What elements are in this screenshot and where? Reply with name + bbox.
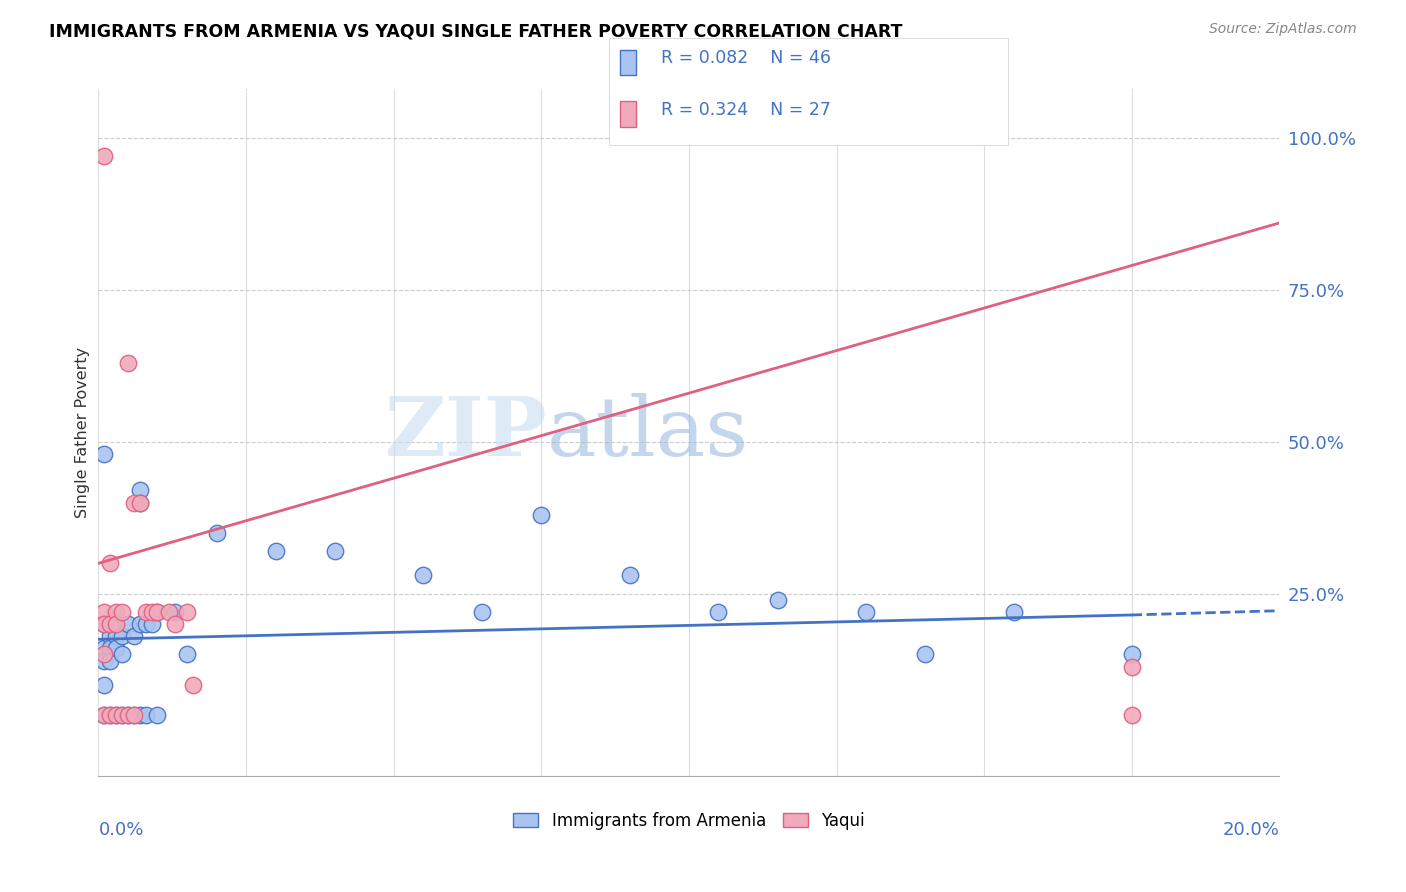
Point [111,605,134,619]
Point [264,544,287,558]
Point [93,708,115,723]
Text: IMMIGRANTS FROM ARMENIA VS YAQUI SINGLE FATHER POVERTY CORRELATION CHART: IMMIGRANTS FROM ARMENIA VS YAQUI SINGLE … [49,22,903,40]
Point [105,605,128,619]
Point [707,605,730,619]
Point [93,617,115,632]
Point [1121,708,1143,723]
Point [766,592,789,607]
Text: 0.0%: 0.0% [98,821,143,838]
Point [165,605,187,619]
Point [93,447,115,461]
Point [111,648,134,662]
Point [93,678,115,692]
Point [1002,605,1025,619]
Text: atlas: atlas [547,392,749,473]
Point [855,605,877,619]
Point [98,708,121,723]
Point [128,483,150,498]
Point [128,617,150,632]
Point [128,708,150,723]
Point [205,525,228,540]
Point [176,605,198,619]
Point [122,495,145,509]
Point [105,641,128,656]
Point [181,678,204,692]
Point [122,708,145,723]
Point [165,617,187,632]
Legend: Immigrants from Armenia, Yaqui: Immigrants from Armenia, Yaqui [506,805,872,837]
Point [93,641,115,656]
Point [98,617,121,632]
Point [117,356,139,370]
Point [105,617,128,632]
Point [93,648,115,662]
Point [122,708,145,723]
Point [914,648,936,662]
Point [146,605,169,619]
Point [117,617,139,632]
Point [117,708,139,723]
Point [323,544,346,558]
Point [619,568,641,582]
Text: R = 0.082    N = 46: R = 0.082 N = 46 [661,49,831,67]
Point [93,708,115,723]
Point [141,605,163,619]
Point [471,605,494,619]
Point [157,605,180,619]
Point [98,617,121,632]
Point [128,495,150,509]
Point [122,629,145,643]
Text: R = 0.324    N = 27: R = 0.324 N = 27 [661,101,831,119]
Text: Source: ZipAtlas.com: Source: ZipAtlas.com [1209,22,1357,37]
Y-axis label: Single Father Poverty: Single Father Poverty [75,347,90,518]
Point [105,708,128,723]
Point [141,617,163,632]
Point [105,708,128,723]
Point [93,149,115,163]
Point [105,617,128,632]
Point [1121,659,1143,673]
Point [93,654,115,668]
Point [98,629,121,643]
Point [146,708,169,723]
Point [98,557,121,571]
Point [105,629,128,643]
Point [412,568,434,582]
Point [111,629,134,643]
Point [135,605,157,619]
Point [135,617,157,632]
Point [117,708,139,723]
Point [93,617,115,632]
Point [530,508,553,522]
Point [176,648,198,662]
Text: ZIP: ZIP [385,392,547,473]
Point [135,708,157,723]
Point [98,708,121,723]
Point [128,495,150,509]
Point [146,605,169,619]
Point [111,708,134,723]
Point [111,708,134,723]
Point [98,654,121,668]
Point [1121,648,1143,662]
Point [93,605,115,619]
Point [98,641,121,656]
Text: 20.0%: 20.0% [1223,821,1279,838]
